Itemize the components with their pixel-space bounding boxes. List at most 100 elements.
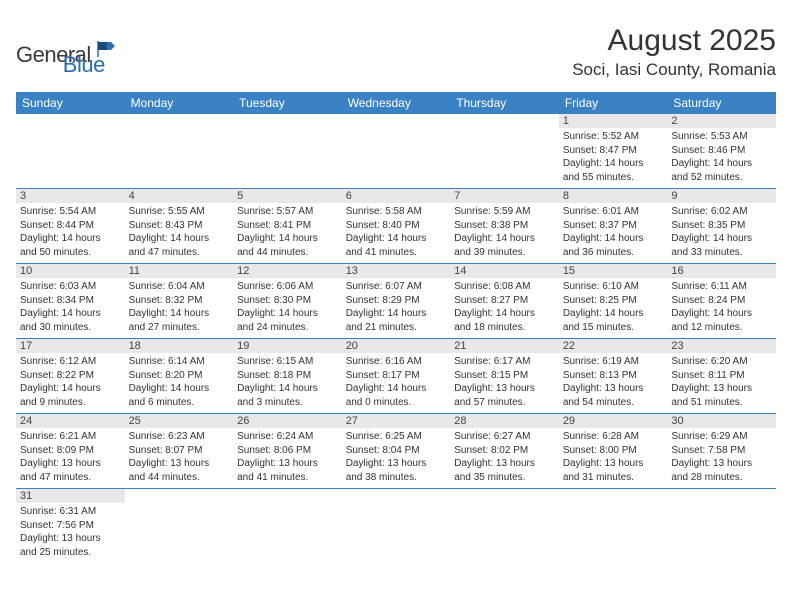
day-number: 24 <box>16 414 125 428</box>
day-number: 16 <box>667 264 776 278</box>
cell-d2: and 47 minutes. <box>20 471 121 485</box>
cell-d2: and 18 minutes. <box>454 321 555 335</box>
cell-ss: Sunset: 8:17 PM <box>346 369 447 383</box>
cell-sr: Sunrise: 5:58 AM <box>346 205 447 219</box>
cell-sr: Sunrise: 6:31 AM <box>20 505 121 519</box>
cell-d1: Daylight: 14 hours <box>129 307 230 321</box>
calendar-cell: 25Sunrise: 6:23 AMSunset: 8:07 PMDayligh… <box>125 414 234 489</box>
weekday-header: Wednesday <box>342 92 451 114</box>
cell-d2: and 41 minutes. <box>237 471 338 485</box>
cell-d2: and 44 minutes. <box>237 246 338 260</box>
header-right: August 2025 Soci, Iasi County, Romania <box>572 24 776 80</box>
cell-ss: Sunset: 8:25 PM <box>563 294 664 308</box>
day-number: 21 <box>450 339 559 353</box>
day-number: 31 <box>16 489 125 503</box>
cell-sr: Sunrise: 6:10 AM <box>563 280 664 294</box>
cell-d1: Daylight: 14 hours <box>671 232 772 246</box>
cell-d1: Daylight: 13 hours <box>671 457 772 471</box>
cell-sr: Sunrise: 6:27 AM <box>454 430 555 444</box>
day-number: 30 <box>667 414 776 428</box>
cell-sr: Sunrise: 6:29 AM <box>671 430 772 444</box>
cell-d1: Daylight: 14 hours <box>563 157 664 171</box>
cell-d1: Daylight: 14 hours <box>129 232 230 246</box>
cell-ss: Sunset: 8:06 PM <box>237 444 338 458</box>
calendar-cell: 20Sunrise: 6:16 AMSunset: 8:17 PMDayligh… <box>342 339 451 414</box>
cell-ss: Sunset: 8:32 PM <box>129 294 230 308</box>
weekday-header-row: Sunday Monday Tuesday Wednesday Thursday… <box>16 92 776 114</box>
cell-ss: Sunset: 8:24 PM <box>671 294 772 308</box>
cell-ss: Sunset: 8:11 PM <box>671 369 772 383</box>
cell-d2: and 47 minutes. <box>129 246 230 260</box>
cell-ss: Sunset: 8:22 PM <box>20 369 121 383</box>
cell-d1: Daylight: 13 hours <box>346 457 447 471</box>
cell-d1: Daylight: 14 hours <box>671 157 772 171</box>
day-number-empty <box>16 114 125 128</box>
cell-d2: and 30 minutes. <box>20 321 121 335</box>
cell-ss: Sunset: 8:30 PM <box>237 294 338 308</box>
cell-sr: Sunrise: 6:14 AM <box>129 355 230 369</box>
cell-d2: and 38 minutes. <box>346 471 447 485</box>
cell-ss: Sunset: 8:46 PM <box>671 144 772 158</box>
calendar-cell <box>125 114 234 189</box>
calendar-week-row: 24Sunrise: 6:21 AMSunset: 8:09 PMDayligh… <box>16 414 776 489</box>
cell-sr: Sunrise: 6:16 AM <box>346 355 447 369</box>
cell-ss: Sunset: 8:41 PM <box>237 219 338 233</box>
cell-sr: Sunrise: 5:53 AM <box>671 130 772 144</box>
cell-sr: Sunrise: 6:17 AM <box>454 355 555 369</box>
calendar-cell: 4Sunrise: 5:55 AMSunset: 8:43 PMDaylight… <box>125 189 234 264</box>
day-number-empty <box>125 489 234 503</box>
cell-sr: Sunrise: 5:55 AM <box>129 205 230 219</box>
cell-sr: Sunrise: 6:04 AM <box>129 280 230 294</box>
location-label: Soci, Iasi County, Romania <box>572 60 776 80</box>
cell-d1: Daylight: 13 hours <box>20 532 121 546</box>
day-number: 14 <box>450 264 559 278</box>
cell-d2: and 51 minutes. <box>671 396 772 410</box>
calendar-cell: 5Sunrise: 5:57 AMSunset: 8:41 PMDaylight… <box>233 189 342 264</box>
cell-d1: Daylight: 13 hours <box>129 457 230 471</box>
calendar-week-row: 3Sunrise: 5:54 AMSunset: 8:44 PMDaylight… <box>16 189 776 264</box>
calendar-cell <box>233 114 342 189</box>
calendar-table: Sunday Monday Tuesday Wednesday Thursday… <box>16 92 776 563</box>
cell-ss: Sunset: 8:27 PM <box>454 294 555 308</box>
cell-sr: Sunrise: 5:59 AM <box>454 205 555 219</box>
calendar-cell: 30Sunrise: 6:29 AMSunset: 7:58 PMDayligh… <box>667 414 776 489</box>
cell-sr: Sunrise: 6:01 AM <box>563 205 664 219</box>
cell-d2: and 24 minutes. <box>237 321 338 335</box>
calendar-cell: 23Sunrise: 6:20 AMSunset: 8:11 PMDayligh… <box>667 339 776 414</box>
day-number-empty <box>233 114 342 128</box>
cell-d1: Daylight: 14 hours <box>20 382 121 396</box>
day-number: 23 <box>667 339 776 353</box>
cell-sr: Sunrise: 5:54 AM <box>20 205 121 219</box>
cell-sr: Sunrise: 5:57 AM <box>237 205 338 219</box>
cell-sr: Sunrise: 6:08 AM <box>454 280 555 294</box>
day-number-empty <box>342 114 451 128</box>
day-number: 5 <box>233 189 342 203</box>
cell-d2: and 33 minutes. <box>671 246 772 260</box>
cell-d2: and 12 minutes. <box>671 321 772 335</box>
calendar-cell: 13Sunrise: 6:07 AMSunset: 8:29 PMDayligh… <box>342 264 451 339</box>
cell-d2: and 55 minutes. <box>563 171 664 185</box>
day-number: 8 <box>559 189 668 203</box>
cell-d1: Daylight: 14 hours <box>563 232 664 246</box>
cell-sr: Sunrise: 6:25 AM <box>346 430 447 444</box>
cell-sr: Sunrise: 6:15 AM <box>237 355 338 369</box>
day-number: 15 <box>559 264 668 278</box>
cell-d2: and 25 minutes. <box>20 546 121 560</box>
calendar-cell: 2Sunrise: 5:53 AMSunset: 8:46 PMDaylight… <box>667 114 776 189</box>
weekday-header: Saturday <box>667 92 776 114</box>
calendar-cell <box>450 489 559 564</box>
cell-sr: Sunrise: 6:02 AM <box>671 205 772 219</box>
day-number: 18 <box>125 339 234 353</box>
cell-d2: and 50 minutes. <box>20 246 121 260</box>
calendar-cell: 12Sunrise: 6:06 AMSunset: 8:30 PMDayligh… <box>233 264 342 339</box>
cell-ss: Sunset: 8:29 PM <box>346 294 447 308</box>
cell-d1: Daylight: 14 hours <box>671 307 772 321</box>
calendar-cell: 28Sunrise: 6:27 AMSunset: 8:02 PMDayligh… <box>450 414 559 489</box>
cell-ss: Sunset: 8:37 PM <box>563 219 664 233</box>
day-number: 3 <box>16 189 125 203</box>
cell-d2: and 39 minutes. <box>454 246 555 260</box>
day-number: 27 <box>342 414 451 428</box>
calendar-cell: 6Sunrise: 5:58 AMSunset: 8:40 PMDaylight… <box>342 189 451 264</box>
cell-d2: and 44 minutes. <box>129 471 230 485</box>
calendar-week-row: 10Sunrise: 6:03 AMSunset: 8:34 PMDayligh… <box>16 264 776 339</box>
